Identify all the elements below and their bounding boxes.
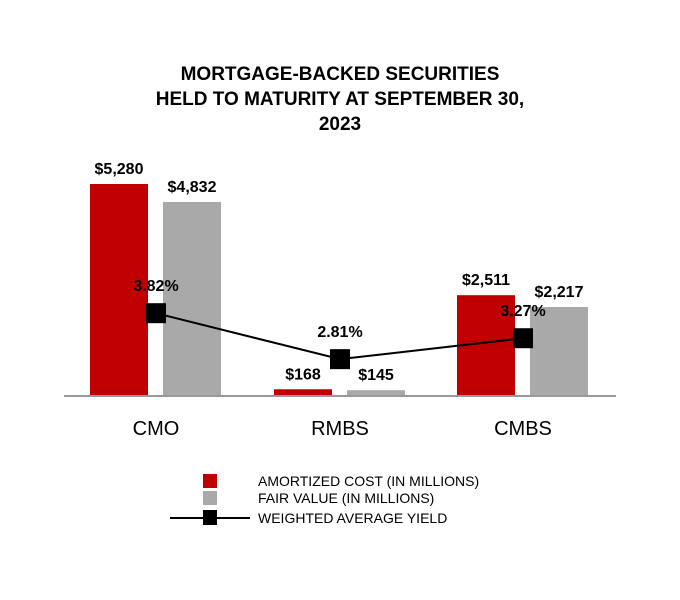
- legend-label: AMORTIZED COST (IN MILLIONS): [258, 473, 479, 489]
- bar-data-label: $145: [358, 367, 394, 384]
- bar-data-label: $4,832: [168, 179, 217, 196]
- fair-value-bar: [530, 306, 588, 396]
- chart-title-line: 2023: [319, 114, 361, 135]
- yield-data-label: 3.82%: [133, 278, 178, 295]
- yield-marker: [146, 303, 166, 324]
- bar-data-label: $168: [285, 366, 321, 383]
- bar-data-label: $2,511: [462, 272, 510, 289]
- legend-label: FAIR VALUE (IN MILLIONS): [258, 490, 434, 506]
- category-label: RMBS: [311, 418, 369, 440]
- amortized-cost-bar: [274, 389, 332, 396]
- bar-data-label: $5,280: [95, 161, 144, 178]
- category-label: CMBS: [494, 418, 552, 440]
- fair-value-bar: [347, 390, 405, 396]
- legend-swatch-fair-value: [203, 491, 217, 505]
- fair-value-bar: [163, 201, 221, 396]
- legend-label: WEIGHTED AVERAGE YIELD: [258, 510, 447, 526]
- chart-title-line: MORTGAGE-BACKED SECURITIES: [181, 64, 500, 85]
- yield-marker: [330, 349, 350, 370]
- legend-marker-yield: [203, 510, 217, 525]
- chart-title-line: HELD TO MATURITY AT SEPTEMBER 30,: [156, 89, 524, 110]
- bar-data-label: $2,217: [535, 284, 584, 301]
- category-label: CMO: [133, 418, 180, 440]
- yield-marker: [513, 328, 533, 349]
- amortized-cost-bar: [90, 184, 148, 396]
- legend-swatch-amortized-cost: [203, 474, 217, 488]
- yield-data-label: 3.27%: [500, 303, 545, 320]
- yield-data-label: 2.81%: [317, 324, 362, 341]
